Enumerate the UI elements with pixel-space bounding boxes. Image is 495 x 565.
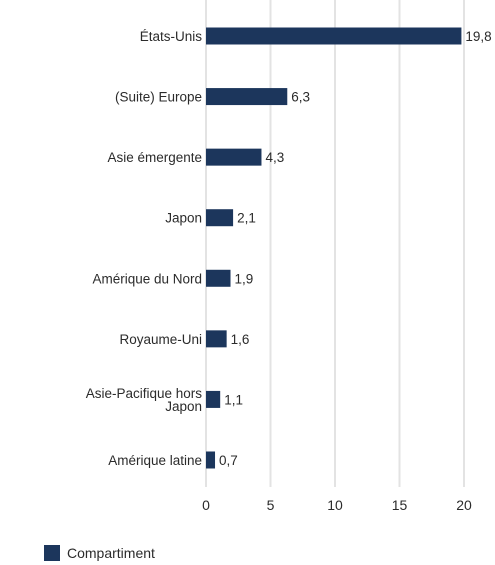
category-label: Asie-Pacifique hors Japon <box>86 386 203 414</box>
value-label: 1,1 <box>224 392 243 407</box>
category-label: États-Unis <box>140 29 203 44</box>
x-tick-label: 20 <box>456 497 472 513</box>
category-label: Japon <box>165 211 202 226</box>
bar <box>206 27 462 45</box>
category-label: Amérique latine <box>108 453 202 468</box>
bar <box>206 451 216 469</box>
value-label: 2,1 <box>237 211 256 226</box>
category-label: Amérique du Nord <box>92 271 202 286</box>
legend-label: Compartiment <box>67 545 155 561</box>
value-label: 1,6 <box>231 332 250 347</box>
x-axis: 0 5 10 15 20 <box>202 497 472 513</box>
legend-swatch <box>44 545 60 561</box>
x-tick-label: 15 <box>392 497 408 513</box>
bar <box>206 330 227 348</box>
labels: 19,8 États-Unis 6,3 (Suite) Europe 4,3 Asie é… <box>86 29 492 468</box>
value-label: 4,3 <box>265 150 284 165</box>
bar <box>206 269 231 287</box>
category-label-line: Asie-Pacifique hors <box>86 386 203 401</box>
value-label: 1,9 <box>235 271 254 286</box>
value-label: 6,3 <box>291 90 310 105</box>
bars <box>206 27 462 469</box>
value-label: 0,7 <box>219 453 238 468</box>
grid-lines <box>205 0 465 487</box>
bar <box>206 148 262 166</box>
bar <box>206 209 234 227</box>
x-tick-label: 5 <box>267 497 275 513</box>
category-label: Asie émergente <box>107 150 202 165</box>
bar <box>206 390 221 408</box>
category-label-line: Japon <box>165 399 202 414</box>
legend: Compartiment <box>44 545 155 561</box>
x-tick-label: 0 <box>202 497 210 513</box>
value-label: 19,8 <box>465 29 491 44</box>
category-label: (Suite) Europe <box>115 90 202 105</box>
category-label: Royaume-Uni <box>119 332 202 347</box>
bar <box>206 88 288 106</box>
x-tick-label: 10 <box>327 497 343 513</box>
